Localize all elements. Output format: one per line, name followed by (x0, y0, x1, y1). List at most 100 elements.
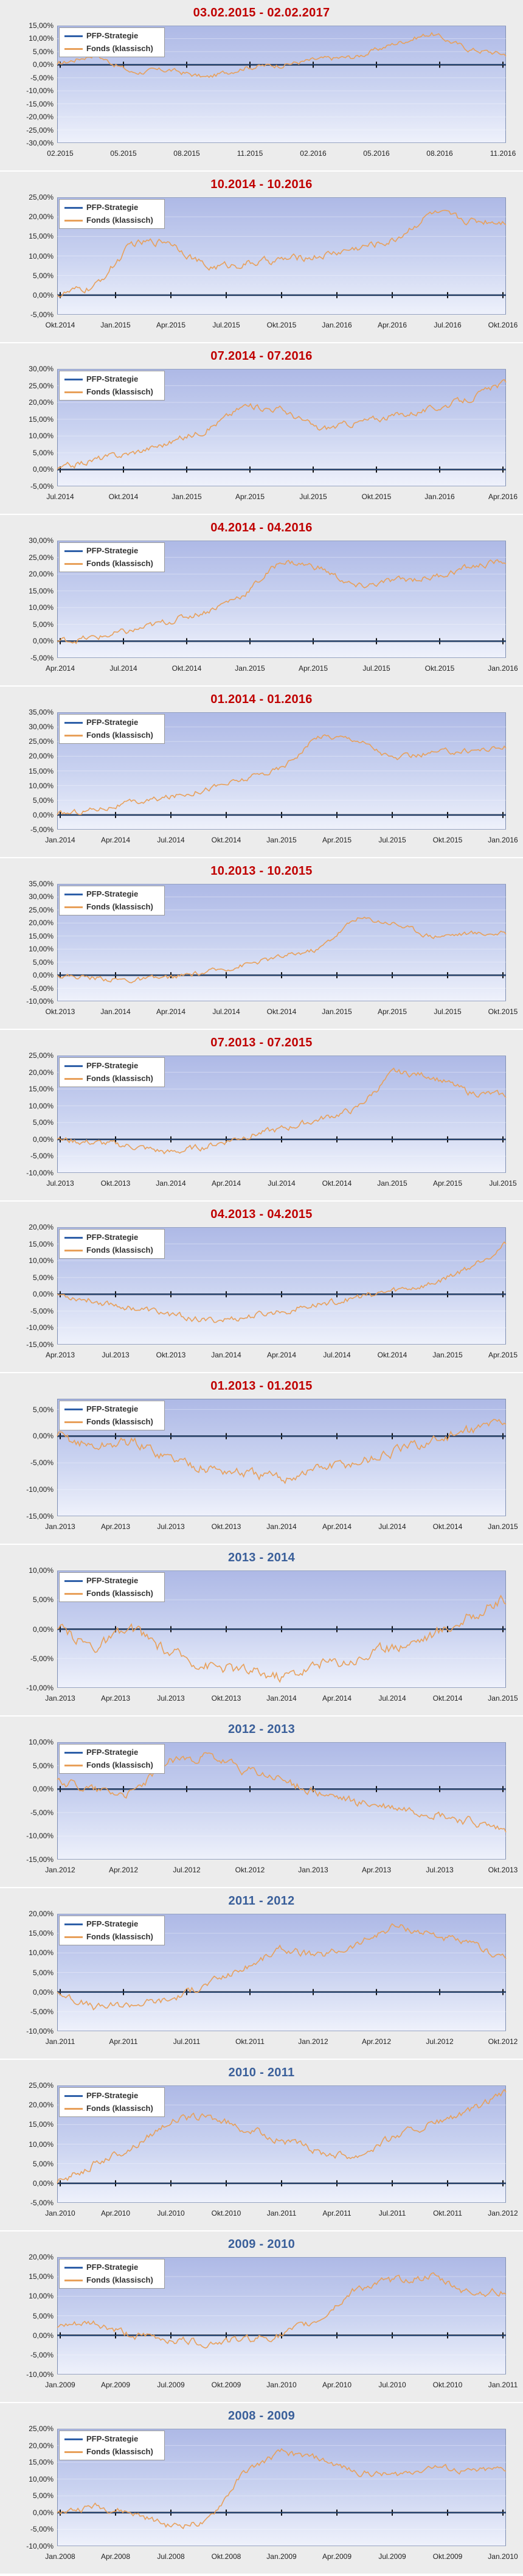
chart-title: 2010 - 2011 (228, 2066, 295, 2079)
y-tick-label: 25,00% (29, 737, 54, 746)
x-tick-label: Okt.2015 (424, 664, 455, 673)
chart-title: 04.2014 - 04.2016 (210, 521, 313, 534)
x-tick-label: 05.2015 (110, 149, 137, 158)
x-tick-label: Okt.2013 (211, 1522, 241, 1531)
y-tick-label: 10,00% (29, 432, 54, 441)
x-tick-label: Jul.2015 (434, 1007, 462, 1016)
y-tick-label: 10,00% (29, 1256, 54, 1265)
x-tick-label: Okt.2010 (211, 2209, 241, 2217)
x-tick-label: Apr.2013 (100, 1522, 131, 1531)
legend-label: PFP-Strategie (86, 889, 139, 898)
y-tick-label: 20,00% (29, 398, 54, 407)
x-tick-label: Jul.2014 (378, 1522, 406, 1531)
x-tick-label: 11.2016 (490, 149, 516, 158)
x-tick-label: Apr.2008 (100, 2552, 131, 2561)
fund-series-line (57, 1067, 507, 1155)
legend: PFP-Strategie Fonds (klassisch) (59, 1229, 165, 1259)
y-tick-label: -10,00% (26, 2370, 54, 2379)
y-tick-label: 5,00% (32, 1273, 54, 1282)
legend: PFP-Strategie Fonds (klassisch) (59, 542, 165, 572)
x-tick-label: Jul.2009 (378, 2552, 406, 2561)
legend-swatch (64, 1065, 83, 1067)
legend-label: Fonds (klassisch) (86, 44, 153, 53)
legend-swatch (64, 906, 83, 908)
y-tick-label: -15,00% (26, 1512, 54, 1521)
legend-label: PFP-Strategie (86, 718, 139, 727)
legend-swatch (64, 1250, 83, 1251)
legend-swatch (64, 2280, 83, 2281)
legend-swatch (64, 2438, 83, 2440)
fund-series-line (57, 916, 507, 984)
y-tick-label: 10,00% (29, 2292, 54, 2301)
legend: PFP-Strategie Fonds (klassisch) (59, 27, 165, 57)
chart-title: 2012 - 2013 (227, 1723, 296, 1736)
x-tick-label: Jan.2010 (488, 2552, 518, 2561)
y-tick-label: 0,00% (32, 1290, 54, 1299)
x-tick-label: Apr.2009 (322, 2552, 352, 2561)
x-tick-label: Apr.2015 (488, 1351, 518, 1359)
chart-svg (57, 1227, 507, 1345)
chart-panel: 04.2014 - 04.2016 30,00% 25,00% 20,00% 15,00… (0, 515, 523, 685)
legend-label: Fonds (klassisch) (86, 1245, 153, 1255)
legend-entry: Fonds (klassisch) (60, 729, 163, 741)
legend-entry: PFP-Strategie (60, 373, 163, 385)
chart-title: 01.2013 - 01.2015 (210, 1379, 313, 1393)
x-tick-label: Okt.2011 (235, 2037, 265, 2046)
legend: PFP-Strategie Fonds (klassisch) (59, 1916, 165, 1945)
x-tick-label: Jan.2013 (45, 1694, 75, 1703)
legend-label: PFP-Strategie (86, 2091, 139, 2100)
y-tick-label: -10,00% (26, 1485, 54, 1494)
x-tick-label: 05.2016 (363, 149, 390, 158)
legend-label: Fonds (klassisch) (86, 1589, 153, 1598)
x-tick-label: Okt.2015 (361, 492, 392, 501)
x-tick-label: Jan.2009 (266, 2552, 297, 2561)
x-tick-label: Jan.2015 (266, 836, 297, 844)
x-tick-label: Okt.2014 (377, 1351, 407, 1359)
legend-entry: PFP-Strategie (60, 716, 163, 729)
y-tick-label: 15,00% (29, 2458, 54, 2467)
chart-title: 07.2013 - 07.2015 (210, 1036, 313, 1049)
x-tick-label: Jul.2014 (212, 1007, 240, 1016)
legend-swatch (64, 1237, 83, 1239)
legend-swatch (64, 1421, 83, 1423)
y-tick-label: -5,00% (30, 654, 54, 662)
y-tick-label: 30,00% (29, 365, 54, 373)
chart-panel: 2012 - 2013 10,00% 5,00% 0,00% -5,00% -10,00%… (0, 1717, 523, 1887)
y-tick-label: -5,00% (30, 2199, 54, 2207)
legend-entry: PFP-Strategie (60, 2261, 163, 2273)
y-tick-label: -5,00% (30, 2007, 54, 2016)
x-tick-label: Jul.2015 (378, 836, 406, 844)
x-tick-label: Jul.2016 (434, 321, 462, 329)
y-tick-label: 20,00% (29, 2253, 54, 2261)
y-tick-label: -10,00% (26, 1323, 54, 1332)
x-tick-label: Jan.2012 (298, 2037, 328, 2046)
y-tick-label: 0,00% (32, 1625, 54, 1634)
y-tick-label: 15,00% (29, 2272, 54, 2281)
y-tick-label: -10,00% (26, 997, 54, 1006)
x-tick-label: Jan.2016 (424, 492, 455, 501)
y-tick-label: -15,00% (26, 1855, 54, 1864)
legend-label: Fonds (klassisch) (86, 559, 153, 568)
y-tick-label: -5,00% (30, 482, 54, 491)
y-tick-label: 0,00% (32, 637, 54, 646)
legend-entry: Fonds (klassisch) (60, 1587, 163, 1600)
y-tick-label: 25,00% (29, 381, 54, 390)
legend-entry: Fonds (klassisch) (60, 1244, 163, 1256)
legend-label: PFP-Strategie (86, 374, 139, 383)
x-tick-label: Jul.2015 (212, 321, 240, 329)
x-tick-label: Apr.2009 (100, 2381, 131, 2389)
fund-series-line (57, 559, 507, 645)
legend-label: Fonds (klassisch) (86, 1760, 153, 1769)
chart-panel: 2009 - 2010 20,00% 15,00% 10,00% 5,00% 0,00% -… (0, 2231, 523, 2402)
legend-label: PFP-Strategie (86, 1061, 139, 1070)
legend-label: PFP-Strategie (86, 1748, 139, 1757)
x-tick-label: Okt.2015 (488, 1007, 518, 1016)
y-tick-label: 10,00% (29, 945, 54, 954)
x-tick-label: Jan.2016 (322, 321, 352, 329)
x-tick-label: 08.2015 (173, 149, 200, 158)
y-tick-label: -5,00% (30, 1808, 54, 1817)
y-tick-label: 35,00% (29, 708, 54, 716)
x-tick-label: Jan.2015 (432, 1351, 463, 1359)
chart-title: 03.02.2015 - 02.02.2017 (193, 6, 330, 19)
chart-panel: 04.2013 - 04.2015 20,00% 15,00% 10,00% 5,00%… (0, 1202, 523, 1372)
